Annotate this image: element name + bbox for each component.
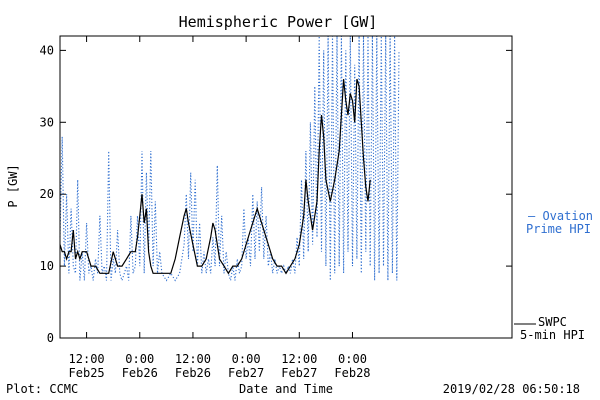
legend-swpc-line2: 5-min HPI	[520, 328, 585, 342]
legend-swpc-line1: SWPC	[538, 315, 567, 329]
y-tick-label: 40	[40, 43, 54, 57]
y-tick-label: 30	[40, 115, 54, 129]
x-tick-label-time: 12:00	[175, 352, 211, 366]
x-tick-label-date: Feb26	[122, 366, 158, 380]
x-tick-label-time: 0:00	[338, 352, 367, 366]
y-tick-label: 0	[47, 331, 54, 345]
x-tick-label-time: 0:00	[125, 352, 154, 366]
y-axis-label: P [GW]	[6, 164, 20, 207]
x-axis-label: Date and Time	[239, 382, 333, 396]
y-tick-label: 20	[40, 187, 54, 201]
y-axis-ticks: 0 10 20 30 40	[40, 43, 512, 345]
x-tick-label-date: Feb28	[334, 366, 370, 380]
series-ovation-prime-hpi	[59, 35, 400, 283]
x-tick-label-date: Feb26	[175, 366, 211, 380]
x-tick-label-time: 0:00	[232, 352, 261, 366]
footer-timestamp: 2019/02/28 06:50:18	[443, 382, 580, 396]
legend-ovation-line1: — Ovation	[528, 209, 593, 223]
plot-frame	[59, 35, 513, 339]
series-swpc-5min-hpi	[59, 78, 371, 275]
footer-plot-credit: Plot: CCMC	[6, 382, 78, 396]
series-layer	[59, 35, 400, 283]
y-tick-label: 10	[40, 259, 54, 273]
x-tick-label-date: Feb25	[69, 366, 105, 380]
legend-ovation-line2: Prime HPI	[526, 222, 591, 236]
chart-title: Hemispheric Power [GW]	[179, 13, 378, 31]
x-tick-label-date: Feb27	[281, 366, 317, 380]
x-tick-label-time: 12:00	[281, 352, 317, 366]
x-tick-label-date: Feb27	[228, 366, 264, 380]
x-tick-label-time: 12:00	[69, 352, 105, 366]
x-axis-ticks: 12:00Feb250:00Feb2612:00Feb260:00Feb2712…	[69, 36, 371, 380]
